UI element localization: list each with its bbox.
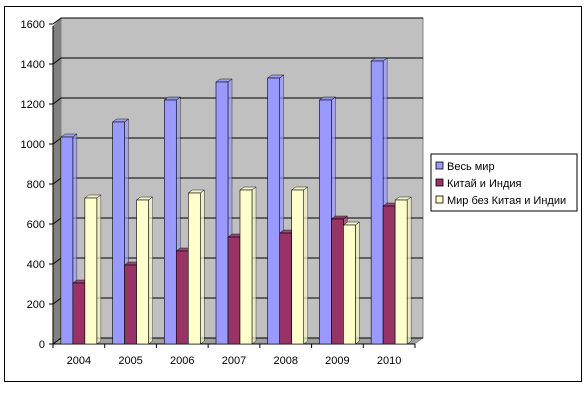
- bar-side-2007-2: [251, 186, 257, 345]
- y-tick-label-0: 0: [39, 339, 45, 351]
- legend-swatch-1: [435, 178, 444, 187]
- gridline-side-200: [52, 297, 62, 305]
- y-tick-label-1600: 1600: [21, 19, 45, 31]
- gridline-side-800: [52, 177, 62, 185]
- bar-2005-Китай и Индия: [124, 264, 137, 345]
- bar-2007-Мир без Китая и Индии: [239, 189, 253, 345]
- bar-2009-Китай и Индия: [331, 218, 344, 345]
- bar-2008-Весь мир: [267, 77, 281, 345]
- legend-label-2: Мир без Китая и Индии: [447, 195, 566, 207]
- gridline-side-1400: [52, 57, 62, 65]
- y-tick-label-1000: 1000: [21, 139, 45, 151]
- bar-2005-Мир без Китая и Индии: [136, 199, 149, 345]
- bar-2006-Китай и Индия: [175, 250, 189, 345]
- y-tick-label-1400: 1400: [21, 59, 45, 71]
- x-tick-label-2005: 2005: [118, 355, 142, 367]
- bar-side-2010-2: [406, 196, 412, 345]
- legend-swatch-0: [435, 161, 444, 170]
- legend-label-0: Весь мир: [447, 161, 495, 173]
- y-tick-label-1200: 1200: [21, 99, 45, 111]
- x-tick-label-2010: 2010: [377, 355, 401, 367]
- bar-side-2008-2: [303, 186, 308, 345]
- bar-side-2004-2: [96, 194, 102, 345]
- bar-2007-Китай и Индия: [227, 236, 241, 345]
- bar-2009-Весь мир: [319, 99, 332, 345]
- bar-2005-Весь мир: [112, 121, 125, 345]
- bar-2006-Весь мир: [163, 99, 177, 345]
- bar-2010-Мир без Китая и Индии: [394, 199, 408, 345]
- y-tick-label-800: 800: [27, 179, 45, 191]
- x-tick-label-2008: 2008: [273, 355, 297, 367]
- bar-2009-Мир без Китая и Индии: [343, 224, 356, 345]
- x-tick-label-2007: 2007: [222, 355, 246, 367]
- x-tick-label-2004: 2004: [67, 355, 91, 367]
- bar-2004-Китай и Индия: [72, 282, 86, 345]
- bar-side-2006-2: [200, 189, 205, 345]
- bar-2006-Мир без Китая и Индии: [187, 192, 201, 345]
- gridline-side-0: [52, 337, 62, 345]
- gridline-side-1000: [52, 137, 62, 145]
- bar-2004-Мир без Китая и Индии: [84, 197, 98, 345]
- bar-side-2005-2: [148, 196, 153, 345]
- bar-2008-Китай и Индия: [279, 232, 293, 345]
- x-tick-label-2009: 2009: [325, 355, 349, 367]
- bar-2010-Весь мир: [370, 60, 384, 345]
- bar-2007-Весь мир: [215, 81, 229, 345]
- y-tick-label-600: 600: [27, 219, 45, 231]
- y-tick-label-200: 200: [27, 299, 45, 311]
- legend-swatch-2: [435, 195, 444, 204]
- gridline-side-1200: [52, 97, 62, 105]
- y-tick-label-400: 400: [27, 259, 45, 271]
- bar-2004-Весь мир: [60, 136, 74, 345]
- bar-2010-Китай и Индия: [382, 205, 396, 345]
- gridline-side-600: [52, 217, 62, 225]
- bar-side-2009-2: [355, 221, 360, 345]
- legend-label-1: Китай и Индия: [447, 178, 522, 190]
- gridline-side-1600: [52, 17, 62, 25]
- gridline-side-400: [52, 257, 62, 265]
- bar-2008-Мир без Китая и Индии: [291, 189, 305, 345]
- x-tick-label-2006: 2006: [170, 355, 194, 367]
- legend: [430, 153, 578, 212]
